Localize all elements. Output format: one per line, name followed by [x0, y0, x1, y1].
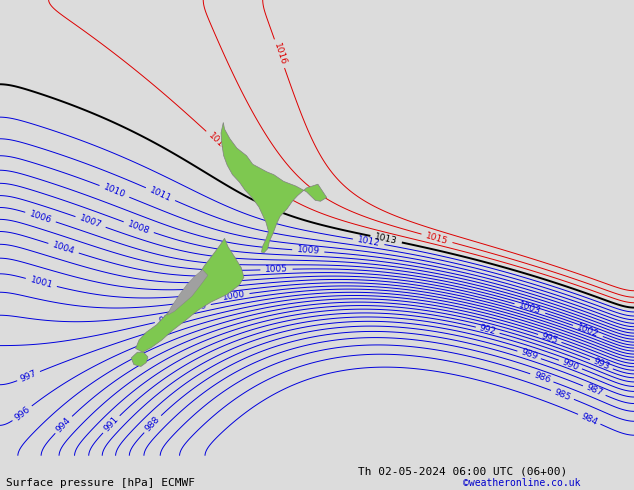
Text: 994: 994	[55, 416, 73, 434]
Polygon shape	[136, 238, 244, 352]
Text: 1005: 1005	[265, 265, 288, 274]
Text: 1003: 1003	[517, 300, 542, 316]
Text: 996: 996	[13, 404, 32, 422]
Text: 990: 990	[560, 357, 580, 372]
Text: 986: 986	[532, 370, 552, 385]
Text: Surface pressure [hPa] ECMWF: Surface pressure [hPa] ECMWF	[6, 478, 195, 488]
Text: 1006: 1006	[29, 209, 53, 225]
Polygon shape	[221, 122, 327, 252]
Text: 1009: 1009	[297, 245, 320, 256]
Text: 997: 997	[19, 368, 38, 384]
Text: 1014: 1014	[206, 131, 229, 153]
Text: 991: 991	[102, 415, 120, 434]
Text: 1004: 1004	[51, 240, 76, 256]
Text: 1011: 1011	[148, 185, 173, 203]
Polygon shape	[167, 270, 208, 315]
Text: 1000: 1000	[221, 290, 245, 302]
Text: 1016: 1016	[271, 41, 287, 66]
Text: 998: 998	[157, 313, 176, 326]
Polygon shape	[131, 352, 148, 367]
Text: 999: 999	[190, 301, 208, 313]
Text: 984: 984	[579, 412, 599, 427]
Text: 1001: 1001	[29, 275, 54, 290]
Text: 993: 993	[592, 357, 611, 372]
Text: 987: 987	[585, 383, 604, 398]
Text: 995: 995	[540, 331, 559, 345]
Text: 1010: 1010	[102, 183, 127, 200]
Text: 989: 989	[519, 348, 539, 362]
Text: 1008: 1008	[126, 219, 151, 236]
Text: ©weatheronline.co.uk: ©weatheronline.co.uk	[463, 478, 580, 488]
Text: 1012: 1012	[356, 235, 380, 248]
Text: 985: 985	[553, 387, 573, 402]
Text: 1013: 1013	[374, 232, 398, 246]
Text: 1015: 1015	[425, 231, 450, 246]
Text: 1007: 1007	[78, 214, 103, 230]
Text: 992: 992	[478, 323, 497, 337]
Text: 988: 988	[143, 415, 162, 433]
Text: 1002: 1002	[576, 322, 600, 339]
Text: Th 02-05-2024 06:00 UTC (06+00): Th 02-05-2024 06:00 UTC (06+00)	[358, 467, 567, 477]
